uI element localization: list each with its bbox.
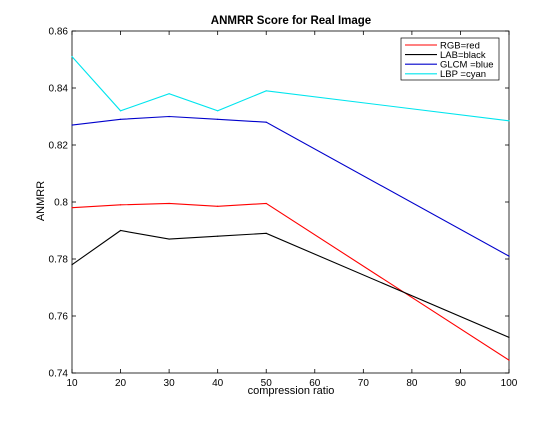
data-point-2-2 <box>168 115 170 118</box>
data-point-1-2 <box>168 238 170 240</box>
data-point-2-0 <box>71 124 73 126</box>
data-point-3-3 <box>217 110 219 112</box>
x-tick-label: 40 <box>212 378 224 389</box>
y-tick-label: 0.84 <box>49 84 69 95</box>
data-point-0-4 <box>265 202 267 205</box>
data-point-0-3 <box>217 205 219 207</box>
data-point-1-0 <box>71 264 73 266</box>
data-point-3-4 <box>265 90 267 92</box>
data-point-0-1 <box>119 204 122 206</box>
data-point-3-2 <box>168 93 170 95</box>
x-tick-label: 10 <box>66 378 78 389</box>
data-point-0-2 <box>168 202 170 205</box>
x-tick-label: 50 <box>261 378 273 389</box>
y-tick-label: 0.8 <box>54 198 68 209</box>
data-point-3-5 <box>508 120 510 122</box>
y-tick-label: 0.82 <box>49 141 69 152</box>
legend-label-1: LAB=black <box>440 50 486 61</box>
x-tick-label: 60 <box>309 378 321 389</box>
data-point-0-0 <box>71 207 73 209</box>
data-point-1-1 <box>119 229 122 232</box>
data-point-2-4 <box>265 121 267 123</box>
data-point-2-3 <box>217 118 219 120</box>
y-tick-label: 0.78 <box>49 255 69 266</box>
x-tick-label: 30 <box>164 378 176 389</box>
x-tick-label: 80 <box>406 378 418 389</box>
y-axis-label: ANMRR <box>35 181 47 221</box>
x-tick-label: 70 <box>358 378 370 389</box>
series-line-0 <box>71 202 510 361</box>
data-point-1-3 <box>217 235 219 237</box>
plot-frame <box>71 30 510 374</box>
legend-label-2: GLCM =blue <box>440 60 494 71</box>
x-tick-label: 20 <box>115 378 127 389</box>
data-point-3-1 <box>119 110 122 112</box>
series-line-3 <box>71 56 510 122</box>
x-tick-label: 100 <box>501 378 518 389</box>
data-point-2-1 <box>119 118 122 120</box>
data-point-0-5 <box>508 359 510 361</box>
data-point-2-5 <box>508 255 510 257</box>
legend-label-3: LBP =cyan <box>440 69 486 80</box>
series-line-1 <box>71 229 510 338</box>
x-axis-label: compression ratio <box>248 385 335 397</box>
x-tick-label: 90 <box>455 378 467 389</box>
y-tick-label: 0.86 <box>49 27 69 38</box>
y-tick-label: 0.74 <box>49 369 69 380</box>
data-point-3-0 <box>71 56 73 58</box>
y-tick-label: 0.76 <box>49 312 69 323</box>
data-point-1-4 <box>265 232 267 234</box>
data-point-1-5 <box>508 336 510 338</box>
chart-title: ANMRR Score for Real Image <box>211 15 371 27</box>
series-line-2 <box>71 115 510 257</box>
legend-label-0: RGB=red <box>440 40 480 51</box>
